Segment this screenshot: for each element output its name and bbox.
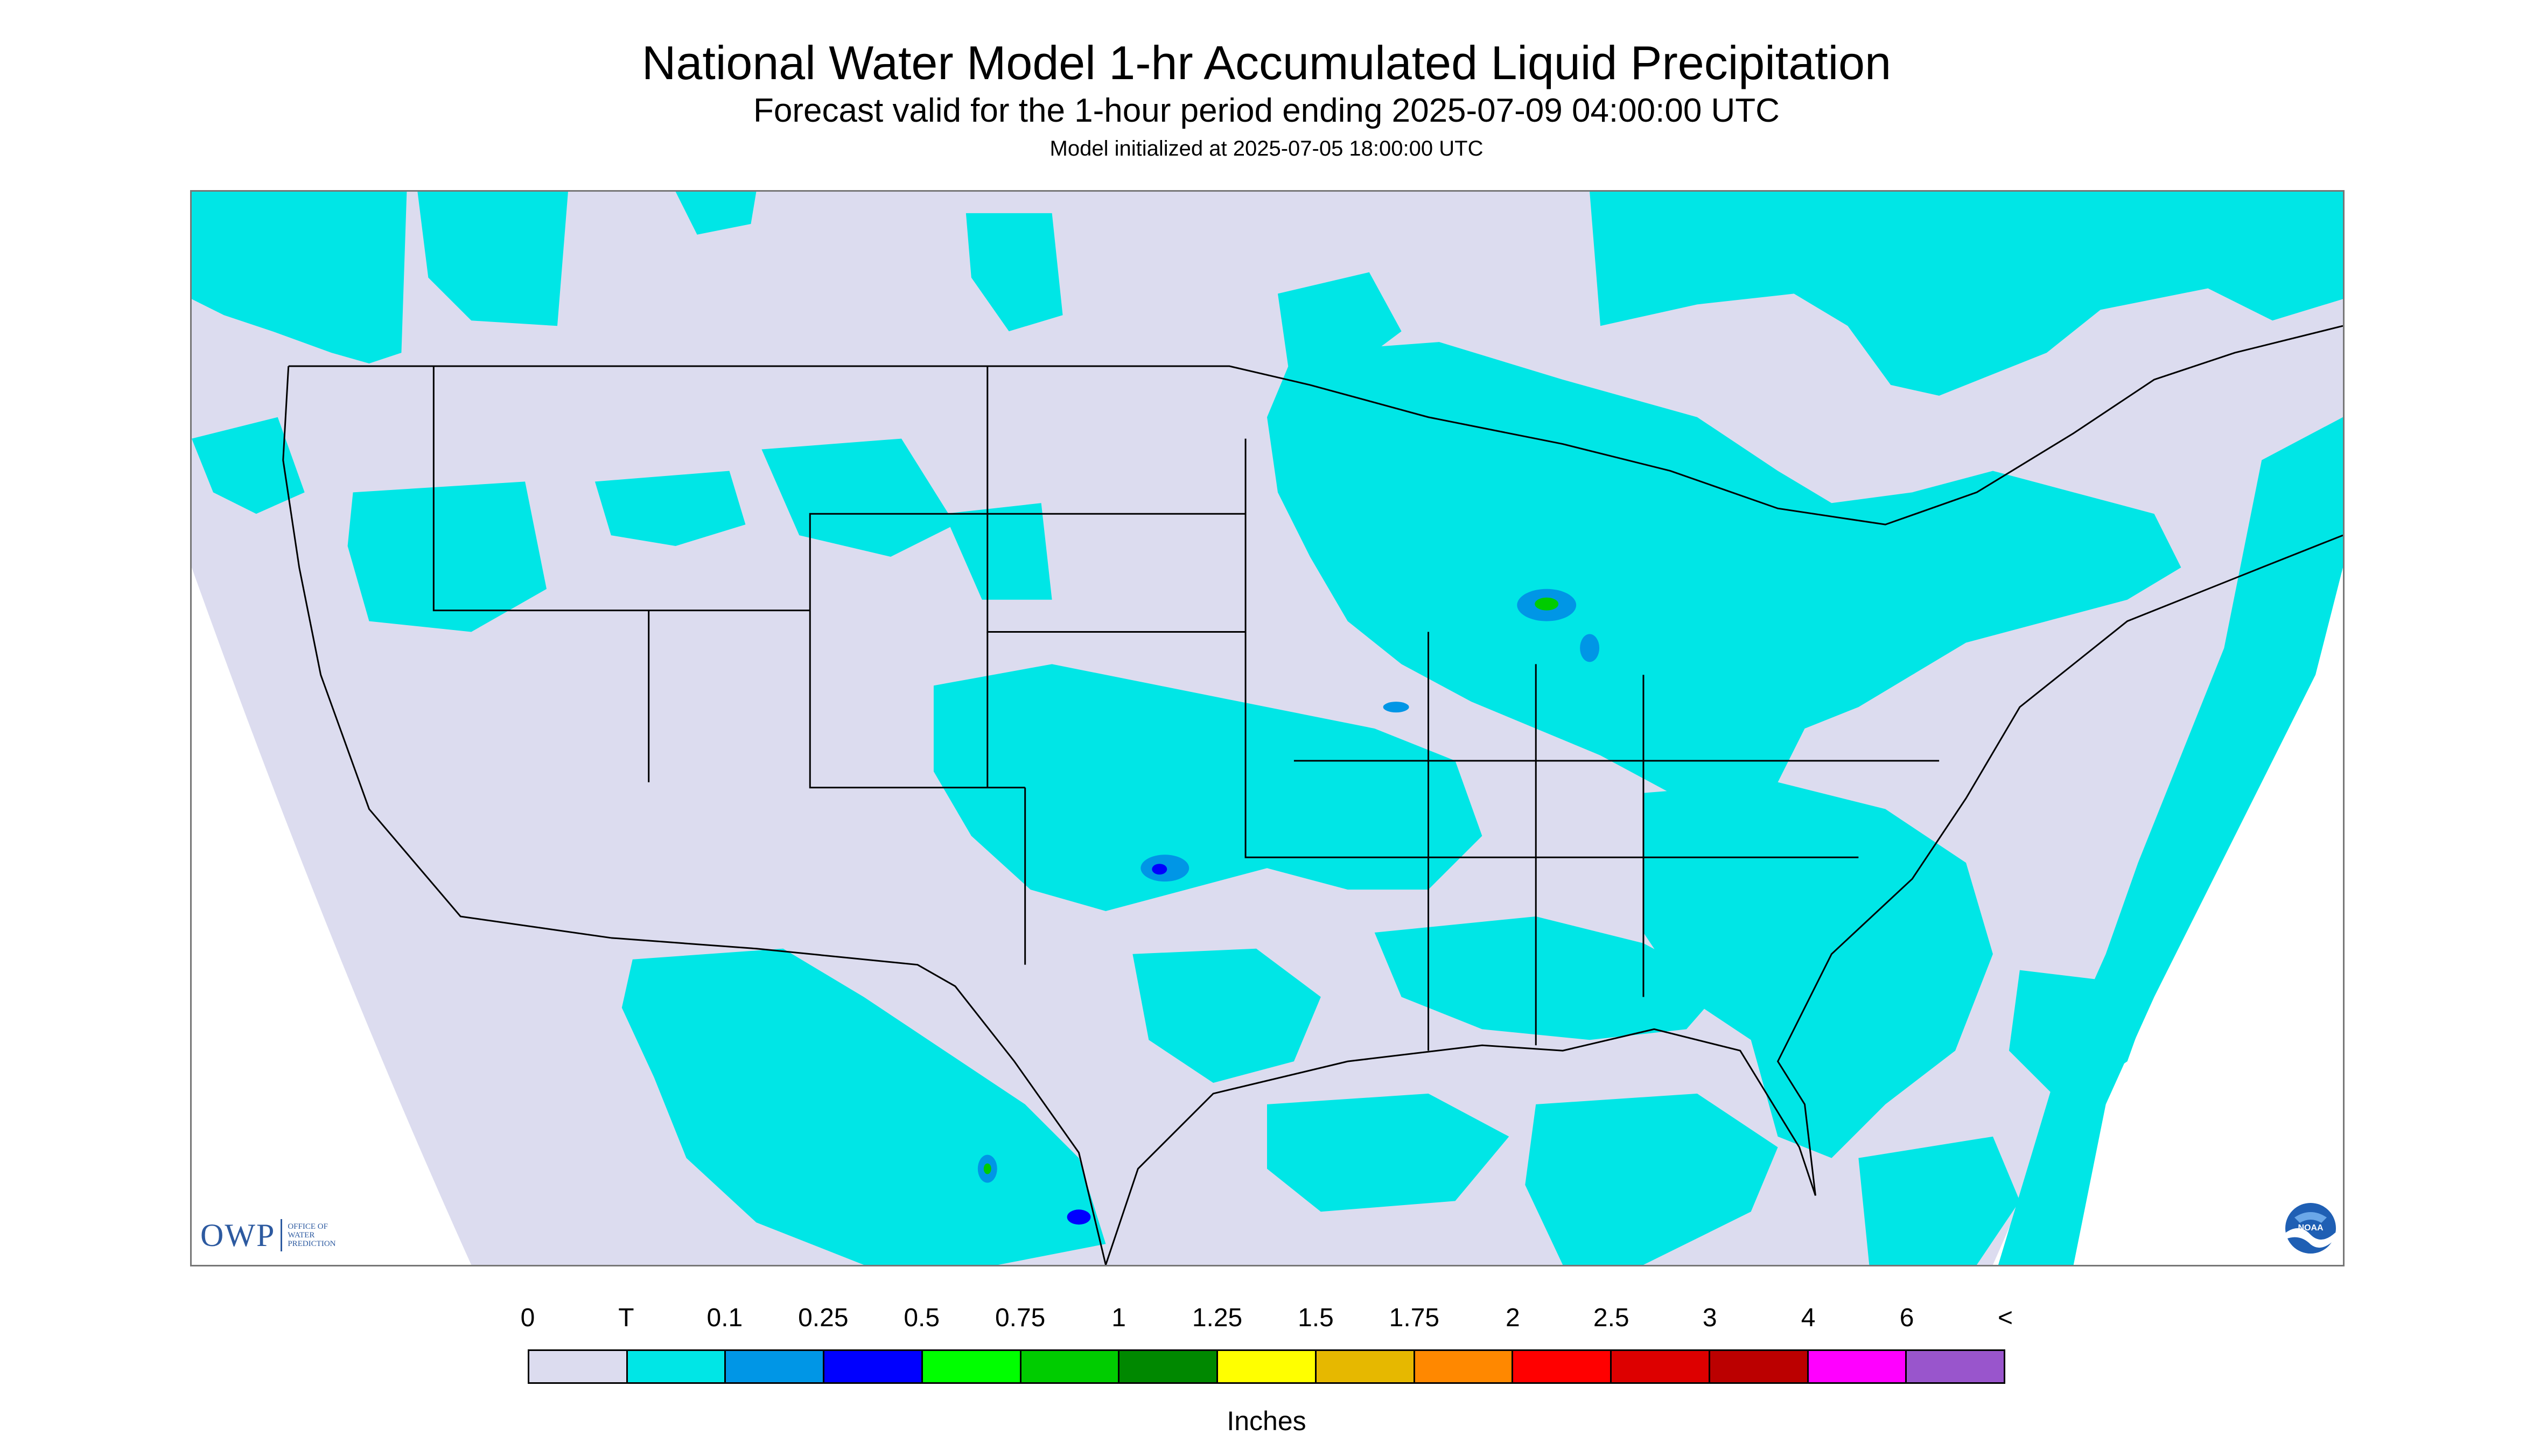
legend-tick-label: 0 [520,1304,535,1332]
legend-tick-label: 4 [1801,1304,1816,1332]
legend-tick-label: 0.75 [995,1304,1046,1332]
precip-trace-areas [192,192,2343,1265]
legend-swatch [922,1351,1021,1382]
us-canada-border [288,325,2343,526]
model-init-time: Model initialized at 2025-07-05 18:00:00… [1049,137,1484,160]
legend-swatch [529,1351,628,1382]
owp-logo-line: PREDICTION [288,1240,336,1248]
precip-heavy-cells [977,589,1600,1225]
legend-swatch [1710,1351,1809,1382]
color-legend: 0 T 0.1 0.25 0.5 0.75 1 1.25 1.5 1.75 2 2.5 3 4 6 < Inc… [521,1303,2013,1443]
boundary-lines [282,325,2343,1265]
legend-tick-label: < [1997,1304,2013,1332]
state-lines-central [986,366,1429,965]
owp-logo-line: OFFICE OF [288,1222,328,1231]
legend-tick-label: 0.5 [904,1304,940,1332]
legend-tick-label: 2.5 [1593,1304,1629,1332]
legend-tick-label: 3 [1702,1304,1717,1332]
legend-swatch [1021,1351,1120,1382]
legend-tick-label: 1 [1111,1304,1126,1332]
noaa-logo: NOAA [2284,1202,2337,1255]
legend-swatch [1415,1351,1514,1382]
legend-tick-label: 1.75 [1389,1304,1440,1332]
owp-logo-text: OWP [200,1217,276,1253]
legend-swatch [1316,1351,1415,1382]
owp-logo: OWP OFFICE OF WATER PREDICTION [200,1217,352,1254]
legend-units: Inches [1227,1406,1306,1436]
owp-logo-divider [281,1219,283,1251]
precipitation-map: OWP OFFICE OF WATER PREDICTION NOAA [190,190,2345,1266]
noaa-logo-text: NOAA [2298,1223,2324,1233]
legend-swatch [1808,1351,1907,1382]
legend-tick-label: 1.5 [1298,1304,1334,1332]
legend-tick-label: 1.25 [1192,1304,1243,1332]
legend-swatch [824,1351,923,1382]
state-lines-east [1293,632,1940,1051]
legend-swatch [1907,1351,2004,1382]
legend-tick-label: 0.1 [706,1304,743,1332]
map-subtitle: Forecast valid for the 1-hour period end… [753,92,1780,129]
map-canvas [192,192,2343,1265]
legend-swatch [1513,1351,1612,1382]
legend-tick-label: 6 [1899,1304,1914,1332]
map-title: National Water Model 1-hr Accumulated Li… [641,36,1892,89]
legend-swatch [627,1351,726,1382]
legend-tick-label: 0.25 [798,1304,849,1332]
legend-swatch [1119,1351,1219,1382]
us-mexico-border [611,937,1107,1265]
legend-swatch [1612,1351,1710,1382]
legend-swatch [726,1351,825,1382]
legend-colorbar [528,1349,2005,1384]
us-west-coast [282,366,612,939]
owp-logo-line: WATER [288,1231,315,1240]
owp-logo-subtext: OFFICE OF WATER PREDICTION [288,1222,352,1248]
legend-tick-label: 2 [1505,1304,1520,1332]
east-coast [1776,534,2343,1196]
legend-tick-label: T [618,1304,634,1332]
gulf-coast [1105,1028,1816,1265]
legend-swatch [1218,1351,1317,1382]
